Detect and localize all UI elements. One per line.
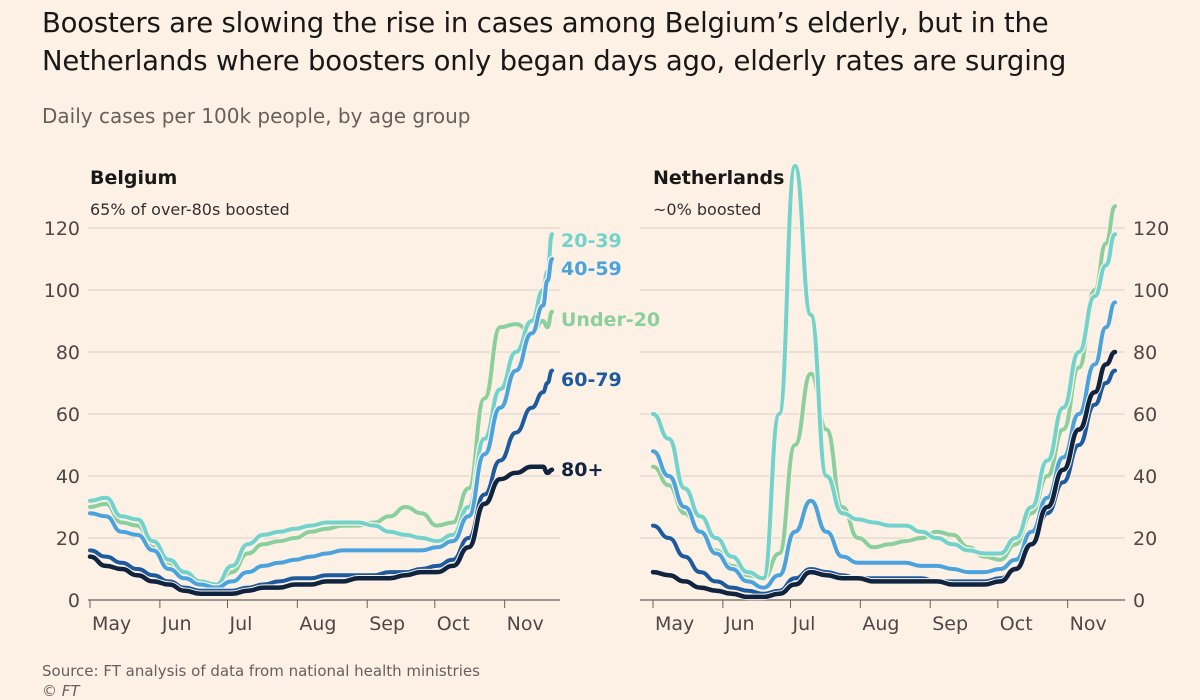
series-label: 40-59 <box>561 258 622 280</box>
series-line-40-59 <box>88 257 554 590</box>
x-tick-label: Sep <box>932 613 968 635</box>
y-tick-label: 60 <box>56 404 80 426</box>
source-note: Source: FT analysis of data from nationa… <box>42 662 480 680</box>
series-label: Under-20 <box>561 309 660 331</box>
x-tick-label: Oct <box>1000 613 1033 635</box>
x-tick-label: Oct <box>437 613 470 635</box>
x-tick-label: Nov <box>1070 613 1107 635</box>
series-line-20-39 <box>88 232 554 587</box>
netherlands-panel: 0 20 40 60 80 100 120 May Jun Jul Aug Sep Oct Nov <box>640 162 1169 635</box>
y-tick-label: 20 <box>1133 528 1157 550</box>
series-label: 20-39 <box>561 230 622 252</box>
y-tick-label: 0 <box>1133 590 1145 612</box>
x-tick-label: Jun <box>161 613 192 635</box>
series-line-80- <box>87 464 555 597</box>
y-tick-label: 40 <box>1133 466 1157 488</box>
x-tick-label: Aug <box>299 613 336 635</box>
x-tick-label: May <box>655 613 694 635</box>
series-label: 80+ <box>561 459 603 481</box>
x-tick-label: Jul <box>791 613 815 635</box>
netherlands-panel-title: Netherlands <box>653 167 785 189</box>
x-tick-label: Aug <box>862 613 899 635</box>
x-tick-label: Nov <box>507 613 544 635</box>
belgium-panel-title: Belgium <box>90 167 178 189</box>
y-tick-label: 120 <box>1133 218 1169 240</box>
y-tick-label: 0 <box>68 590 80 612</box>
y-tick-label: 40 <box>56 466 80 488</box>
belgium-panel: 0 20 40 60 80 100 120 May Jun Jul Aug Sep Oct Nov Unde… <box>44 218 660 635</box>
x-tick-label: Sep <box>369 613 405 635</box>
series-label: 60-79 <box>561 369 622 391</box>
belgium-panel-note: 65% of over-80s boosted <box>90 200 290 219</box>
y-tick-label: 20 <box>56 528 80 550</box>
copyright-note: © FT <box>42 682 80 700</box>
y-tick-label: 60 <box>1133 404 1157 426</box>
x-tick-label: Jun <box>724 613 755 635</box>
series-line-80- <box>650 349 1118 600</box>
netherlands-panel-note: ~0% boosted <box>653 200 762 219</box>
x-tick-label: Jul <box>228 613 252 635</box>
y-tick-label: 120 <box>44 218 80 240</box>
x-tick-label: May <box>92 613 131 635</box>
y-tick-label: 80 <box>56 342 80 364</box>
chart-subtitle: Daily cases per 100k people, by age grou… <box>42 104 471 128</box>
y-tick-label: 80 <box>1133 342 1157 364</box>
chart-title: Boosters are slowing the rise in cases a… <box>42 7 1067 77</box>
series-line-40-59 <box>651 300 1117 590</box>
y-tick-label: 100 <box>44 280 80 302</box>
y-tick-label: 100 <box>1133 280 1169 302</box>
series-line-20-39 <box>651 164 1117 581</box>
